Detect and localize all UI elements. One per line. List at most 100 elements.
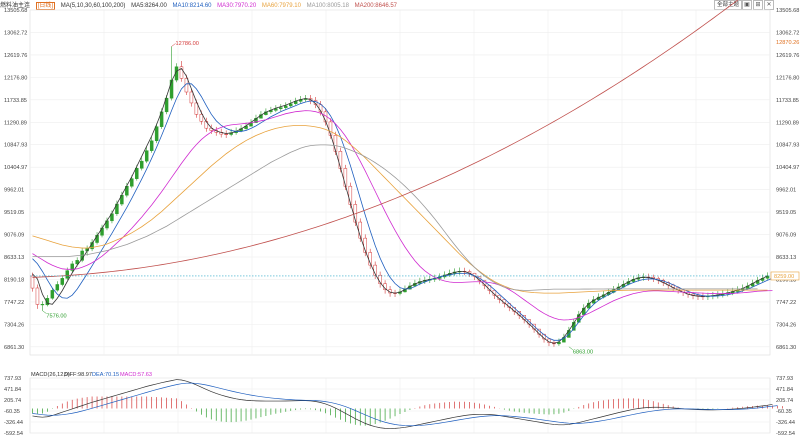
macd-legend-item: MACD:57.63 — [120, 372, 152, 378]
macd-tick-label-right: -326.44 — [776, 420, 795, 426]
macd-tick-label-left: -592.54 — [4, 431, 23, 436]
y-tick-label-right: 11290.89 — [776, 120, 799, 126]
y-tick-label-right: 10847.93 — [776, 143, 799, 149]
candle-body — [169, 79, 174, 99]
main-legend: 燃料油主连 [日线] MA(5,10,30,60,100,200) MA5:82… — [0, 0, 401, 14]
candle-body — [140, 160, 144, 169]
extreme-marker-line — [171, 43, 176, 47]
period-label: [日线] — [35, 2, 56, 10]
y-tick-label-right: 12619.76 — [776, 53, 799, 59]
y-tick-label-right: 13505.68 — [776, 8, 799, 14]
y-tick-label-right: 11733.85 — [776, 98, 799, 104]
right-marker-label: 12870.26 — [776, 40, 799, 46]
ma-line-ma60 — [32, 124, 768, 294]
ma30-label: MA30:7970.20 — [217, 3, 257, 9]
macd-tick-label-right: -592.54 — [776, 431, 795, 436]
y-tick-label-right: 8633.13 — [776, 255, 796, 261]
ma-line-ma10 — [32, 83, 773, 341]
candle-body — [149, 140, 154, 151]
candle-body — [254, 118, 258, 123]
candle-body — [60, 278, 65, 285]
y-tick-label-left: 10847.93 — [4, 143, 27, 149]
period-select-button[interactable]: 全部主题 — [714, 0, 742, 10]
macd-tick-label-left: 737.93 — [4, 376, 21, 382]
y-tick-label-right: 8190.18 — [776, 277, 796, 283]
candle-body — [30, 275, 35, 289]
y-tick-label-left: 7304.26 — [4, 322, 24, 328]
candle-body — [135, 168, 139, 179]
macd-legend-item: DIFF:98.97 — [64, 372, 92, 378]
ma-line-ma5 — [32, 68, 768, 344]
y-tick-label-left: 10404.97 — [4, 165, 27, 171]
layout-icon[interactable]: ⊞ — [753, 0, 763, 10]
candle-body — [130, 178, 134, 187]
low-marker-label: 7576.00 — [46, 314, 66, 320]
y-tick-label-left: 12619.76 — [4, 53, 27, 59]
candle-body — [144, 150, 149, 162]
ma-lines — [32, 0, 773, 344]
y-tick-label-right: 9076.09 — [776, 233, 796, 239]
y-tick-label-left: 7747.22 — [4, 300, 24, 306]
y-tick-label-right: 7304.26 — [776, 322, 796, 328]
macd-tick-label-left: -326.44 — [4, 420, 23, 426]
macd-tick-label-right: 471.84 — [776, 387, 793, 393]
low-marker-label: 6863.00 — [573, 350, 593, 356]
macd-title: MACD(26,12,9) — [31, 372, 70, 378]
y-tick-label-right: 9519.05 — [776, 210, 796, 216]
candle-body — [348, 185, 353, 205]
y-tick-label-left: 13505.68 — [4, 8, 27, 14]
macd-tick-label-left: -60.35 — [4, 409, 20, 415]
ma100-label: MA100:8005.18 — [306, 3, 349, 9]
macd-tick-label-right: -60.35 — [776, 409, 792, 415]
close-icon[interactable]: ✕ — [764, 0, 774, 10]
candle-body — [35, 287, 40, 305]
candle-body — [338, 151, 343, 169]
y-tick-label-left: 8633.13 — [4, 255, 24, 261]
y-tick-label-right: 6861.30 — [776, 345, 796, 351]
instrument-name: 燃料油主连 — [0, 3, 31, 9]
high-marker-label: 12786.00 — [176, 41, 199, 47]
main-grid — [29, 9, 771, 356]
macd-grid — [29, 377, 771, 434]
macd-legend: MACD(26,12,9)DIFF:98.97 DEA:70.15 MACD:57.… — [31, 372, 152, 378]
y-tick-label-right: 13062.72 — [776, 30, 799, 36]
y-tick-label-left: 9076.09 — [4, 233, 24, 239]
candle-body — [224, 133, 228, 135]
macd-legend-item: DEA:70.15 — [92, 372, 119, 378]
y-tick-label-left: 9962.01 — [4, 188, 24, 194]
macd-tick-label-left: 471.84 — [4, 387, 21, 393]
candle-body — [50, 290, 55, 299]
y-tick-label-left: 8190.18 — [4, 277, 24, 283]
macd-tick-label-right: 737.93 — [776, 376, 793, 382]
y-tick-label-left: 11290.89 — [4, 120, 27, 126]
candle-body — [164, 97, 169, 113]
ma-params: MA(5,10,30,60,100,200) — [60, 3, 126, 9]
macd-tick-label-right: 205.74 — [776, 398, 793, 404]
candle-body — [199, 114, 204, 122]
extreme-marker-line — [42, 310, 47, 314]
main-y-axis-left: 13505.68 13062.72 12619.76 12176.80 11733.85… — [4, 8, 27, 351]
candle-body — [65, 270, 69, 279]
candle-body — [358, 221, 363, 239]
macd-y-axis-left: 737.93 471.84 205.74 -60.35 -326.44 -592.54 — [4, 376, 23, 436]
toolbar: ▣ ⊞ ✕ — [742, 0, 774, 10]
current-price-box — [770, 271, 800, 281]
y-tick-label-left: 9519.05 — [4, 210, 24, 216]
candle-body — [55, 284, 60, 291]
y-tick-label-right: 9962.01 — [776, 188, 796, 194]
y-tick-label-right: 12176.80 — [776, 75, 799, 81]
macd-line-dea — [32, 382, 778, 427]
candle-body — [40, 304, 45, 306]
fullscreen-icon[interactable]: ▣ — [742, 0, 752, 10]
main-annotations: 12786.00 7576.00 6863.00 12870.26 8259.00 — [30, 40, 799, 356]
ma200-label: MA200:8646.57 — [354, 3, 397, 9]
candle-body — [189, 91, 194, 104]
current-price-label: 8259.00 — [774, 274, 794, 280]
candle-body — [70, 263, 74, 271]
candle-body — [179, 66, 184, 79]
ma60-label: MA60:7979.10 — [261, 3, 301, 9]
macd-tick-label-left: 205.74 — [4, 398, 21, 404]
macd-y-axis-right: 737.93 471.84 205.74 -60.35 -326.44 -592.54 — [776, 376, 795, 436]
